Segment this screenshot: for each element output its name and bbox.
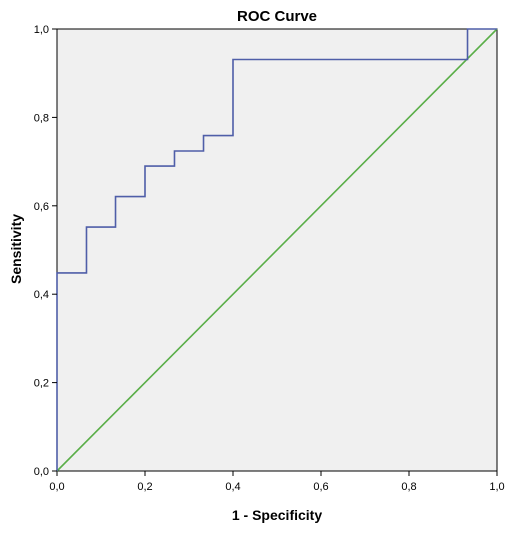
x-axis-title: 1 - Specificity [232,507,322,523]
plot-area [56,28,498,472]
chart-title: ROC Curve [237,8,317,25]
y-tick-label: 0,8 [34,112,49,124]
x-tick-label: 1,0 [489,481,504,493]
roc-curve-line [56,28,497,471]
y-tick-label: 0,0 [34,466,49,478]
y-axis-title: Sensitivity [8,214,24,284]
x-tick-label: 0,6 [313,481,328,493]
y-tick-label: 0,6 [34,201,49,213]
y-tick-label: 1,0 [34,24,49,36]
x-tick-label: 0,2 [137,481,152,493]
y-axis-ticks: 0,0 0,2 0,4 0,6 0,8 1,0 [34,24,57,478]
x-tick-label: 0,4 [225,481,240,493]
reference-diagonal-line [56,28,498,472]
x-tick-label: 0,0 [49,481,64,493]
y-tick-label: 0,4 [34,289,49,301]
x-axis-ticks: 0,0 0,2 0,4 0,6 0,8 1,0 [49,471,505,493]
x-tick-label: 0,8 [401,481,416,493]
y-tick-label: 0,2 [34,378,49,390]
